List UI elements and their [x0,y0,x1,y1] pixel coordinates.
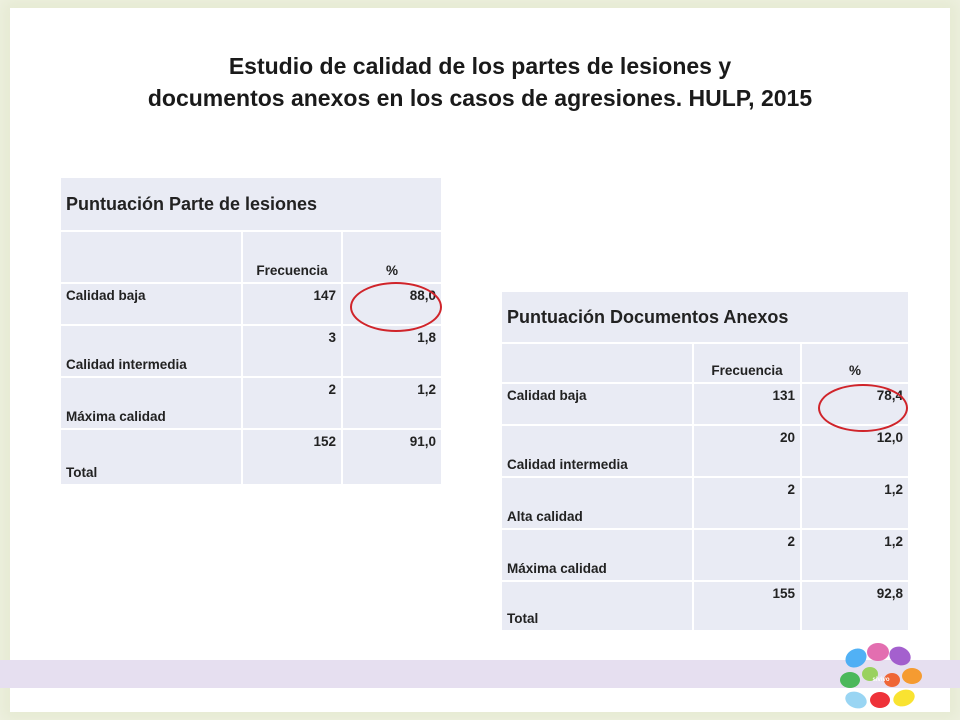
row-label: Calidad intermedia [500,424,694,478]
highlight-circle-88 [350,282,442,332]
highlight-circle-78 [818,384,908,432]
table-row: Máxima calidad 2 1,2 [59,376,443,430]
row-percent: 1,2 [341,376,443,430]
column-header-percent: % [800,342,910,384]
row-label: Calidad baja [500,382,694,426]
table-row: Alta calidad 2 1,2 [500,476,910,530]
empty-header-cell [59,230,243,284]
row-frecuencia: 3 [241,324,343,378]
title-line-1: Estudio de calidad de los partes de lesi… [228,53,732,79]
row-percent: 1,2 [800,476,910,530]
table-row: Calidad intermedia 3 1,8 [59,324,443,378]
row-frecuencia: 147 [241,282,343,326]
title-line-2: documentos anexos en los casos de agresi… [147,85,813,111]
row-frecuencia: 131 [692,382,802,426]
column-header-percent: % [341,230,443,284]
footer-band [0,660,960,688]
empty-header-cell [500,342,694,384]
row-frecuencia: 2 [692,528,802,582]
row-label: Calidad baja [59,282,243,326]
slide-title: Estudio de calidad de los partes de lesi… [0,50,960,114]
row-label: Máxima calidad [500,528,694,582]
table-heading: Puntuación Documentos Anexos [500,290,910,344]
table-heading: Puntuación Parte de lesiones [59,176,443,232]
row-label: Total [500,580,694,632]
table-parte-lesiones: Puntuación Parte de lesiones Frecuencia … [59,176,443,486]
logo-text: sivivo [872,677,889,683]
table-row: Total 152 91,0 [59,428,443,486]
table-row: Máxima calidad 2 1,2 [500,528,910,582]
table-documentos-anexos: Puntuación Documentos Anexos Frecuencia … [500,290,910,632]
row-label: Calidad intermedia [59,324,243,378]
row-frecuencia: 20 [692,424,802,478]
row-percent: 1,2 [800,528,910,582]
row-label: Alta calidad [500,476,694,530]
row-percent: 91,0 [341,428,443,486]
column-header-frecuencia: Frecuencia [241,230,343,284]
row-percent: 1,8 [341,324,443,378]
row-frecuencia: 2 [692,476,802,530]
row-label: Total [59,428,243,486]
table-row: Calidad intermedia 20 12,0 [500,424,910,478]
row-frecuencia: 155 [692,580,802,632]
row-frecuencia: 152 [241,428,343,486]
column-header-frecuencia: Frecuencia [692,342,802,384]
sivivo-hands-logo: sivivo [840,643,922,709]
row-percent: 92,8 [800,580,910,632]
row-label: Máxima calidad [59,376,243,430]
row-percent: 12,0 [800,424,910,478]
table-row: Total 155 92,8 [500,580,910,632]
row-frecuencia: 2 [241,376,343,430]
